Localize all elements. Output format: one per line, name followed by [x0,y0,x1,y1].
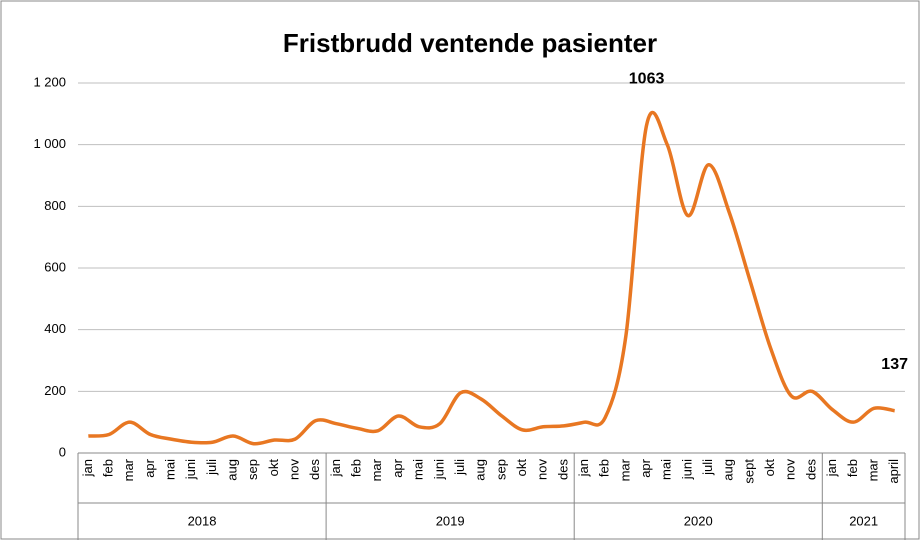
x-tick-label: jan [328,459,343,477]
x-tick-label: juni [679,459,694,480]
x-tick-label: des [555,459,570,480]
x-tick-label: apr [142,458,157,477]
x-tick-label: okt [514,459,529,477]
x-tick-label: jan [80,459,95,477]
x-tick-label: juli [700,459,715,476]
x-tick-label: nov [783,459,798,480]
y-tick-label: 1 000 [33,136,66,151]
chart-title: Fristbrudd ventende pasienter [283,28,657,58]
x-tick-label: aug [225,459,240,481]
y-tick-label: 200 [44,383,66,398]
x-tick-label: mai [162,459,177,480]
y-tick-label: 0 [59,444,66,459]
x-tick-label: sep [493,459,508,480]
x-tick-label: okt [266,459,281,477]
x-tick-label: sept [741,459,756,484]
x-tick-label: jan [824,459,839,477]
y-tick-label: 1 200 [33,74,66,89]
x-tick-label: april [886,459,901,484]
x-tick-label: nov [535,459,550,480]
x-tick-label: mai [411,459,426,480]
x-tick-label: aug [721,459,736,481]
x-tick-label: mai [659,459,674,480]
x-tick-label: mar [121,458,136,481]
x-tick-label: apr [638,458,653,477]
x-tick-label: sep [245,459,260,480]
data-label: 137 [881,356,908,373]
x-tick-label: juli [452,459,467,476]
x-tick-label: okt [762,459,777,477]
x-tick-label: mar [369,458,384,481]
series-line [88,110,895,446]
x-tick-label: aug [473,459,488,481]
x-tick-label: jan [576,459,591,477]
x-tick-label: nov [287,459,302,480]
y-tick-label: 600 [44,259,66,274]
x-tick-label: mar [865,458,880,481]
y-tick-label: 800 [44,198,66,213]
x-tick-label: feb [349,459,364,477]
x-tick-label: des [307,459,322,480]
x-tick-label: feb [100,459,115,477]
x-tick-label: des [803,459,818,480]
x-group-label: 2019 [436,513,465,528]
x-group-label: 2021 [849,513,878,528]
x-group-label: 2018 [188,513,217,528]
x-tick-label: juni [183,459,198,480]
x-tick-label: juli [204,459,219,476]
data-label: 1063 [629,70,665,87]
x-tick-label: feb [597,459,612,477]
y-tick-label: 400 [44,321,66,336]
x-group-label: 2020 [684,513,713,528]
x-tick-label: feb [845,459,860,477]
x-tick-label: mar [617,458,632,481]
x-tick-label: apr [390,458,405,477]
x-tick-label: juni [431,459,446,480]
